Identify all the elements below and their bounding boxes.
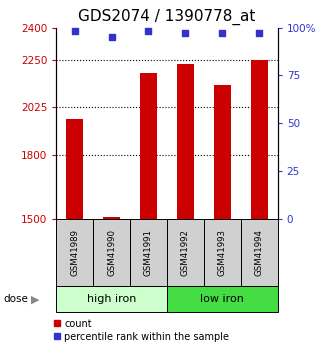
- Bar: [251, 59, 267, 219]
- Bar: [93, 219, 130, 286]
- Legend: count, percentile rank within the sample: count, percentile rank within the sample: [55, 319, 229, 342]
- Bar: [103, 217, 120, 219]
- Text: GSM41993: GSM41993: [218, 229, 227, 276]
- Text: GSM41990: GSM41990: [107, 229, 116, 276]
- Text: ▶: ▶: [30, 295, 39, 304]
- Bar: [56, 219, 93, 286]
- Bar: [130, 219, 167, 286]
- Point: [146, 29, 151, 34]
- Point: [256, 31, 262, 36]
- Bar: [241, 219, 278, 286]
- Bar: [214, 85, 230, 219]
- Text: high iron: high iron: [87, 294, 136, 304]
- Point: [183, 31, 188, 36]
- Bar: [66, 119, 83, 219]
- Point: [220, 31, 225, 36]
- Bar: [56, 286, 167, 312]
- Text: low iron: low iron: [200, 294, 244, 304]
- Title: GDS2074 / 1390778_at: GDS2074 / 1390778_at: [78, 9, 256, 25]
- Text: dose: dose: [3, 295, 28, 304]
- Text: GSM41992: GSM41992: [181, 229, 190, 276]
- Bar: [204, 219, 241, 286]
- Text: GSM41989: GSM41989: [70, 229, 79, 276]
- Text: GSM41994: GSM41994: [255, 229, 264, 276]
- Bar: [140, 73, 157, 219]
- Text: GSM41991: GSM41991: [144, 229, 153, 276]
- Point: [72, 29, 77, 34]
- Bar: [167, 286, 278, 312]
- Point: [109, 34, 114, 40]
- Bar: [177, 64, 194, 219]
- Bar: [167, 219, 204, 286]
